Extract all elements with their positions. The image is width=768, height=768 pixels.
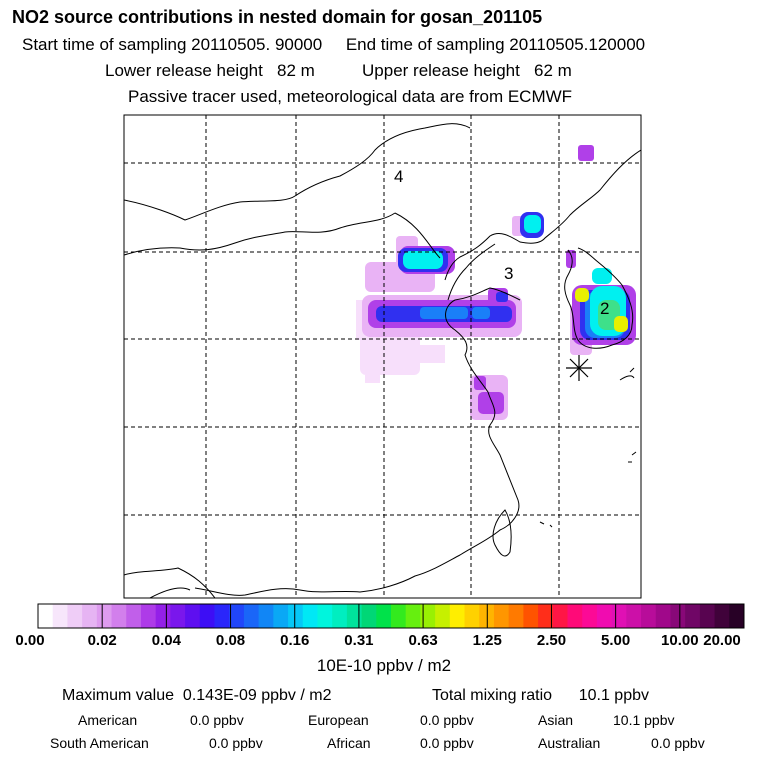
chart-title: NO2 source contributions in nested domai… [12, 7, 543, 27]
colorbar-cell [332, 604, 348, 628]
colorbar-cell [464, 604, 480, 628]
colorbar-cell [126, 604, 142, 628]
colorbar-cell [685, 604, 701, 628]
colorbar-tick-label: 5.00 [601, 632, 631, 649]
colorbar-cell [626, 604, 642, 628]
colorbar-tick-label: 20.00 [703, 632, 741, 649]
colorbar-cell [405, 604, 421, 628]
colorbar-cell [376, 604, 392, 628]
colorbar-cell [317, 604, 333, 628]
colorbar-tick-label: 0.08 [215, 632, 246, 649]
colorbar-cell [699, 604, 716, 628]
colorbar-cell [420, 604, 436, 628]
grid [124, 115, 641, 598]
colorbar [37, 603, 745, 629]
colorbar-cell [185, 604, 201, 628]
colorbar-cell [655, 604, 671, 628]
colorbar-cell [258, 604, 274, 628]
source-value-south-american: 0.0 ppbv [209, 735, 263, 751]
colorbar-cell [229, 604, 245, 628]
colorbar-cell [38, 604, 54, 628]
colorbar-cell [288, 604, 304, 628]
colorbar-cell [729, 604, 745, 628]
source-name-european: European [308, 712, 369, 728]
release-height-line: Lower release height 82 m Upper release … [105, 61, 572, 80]
sampling-time-line: Start time of sampling 20110505. 90000 E… [22, 35, 646, 54]
colorbar-tick-label: 0.31 [344, 632, 374, 649]
colorbar-cell [170, 604, 186, 628]
colorbar-tick-label: 0.16 [280, 632, 310, 649]
colorbar-cell [714, 604, 730, 628]
colorbar-cell [538, 604, 554, 628]
colorbar-cell [155, 604, 171, 628]
colorbar-cell [96, 604, 113, 628]
plume-yellow [575, 288, 628, 332]
colorbar-cell [493, 604, 510, 628]
tracer-info-line: Passive tracer used, meteorological data… [128, 87, 573, 106]
colorbar-cell [52, 604, 68, 628]
region-label-3: 3 [504, 264, 513, 283]
source-value-african: 0.0 ppbv [420, 735, 474, 751]
colorbar-cell [82, 604, 98, 628]
source-value-asian: 10.1 ppbv [613, 712, 675, 728]
colorbar-cell [552, 604, 568, 628]
source-value-australian: 0.0 ppbv [651, 735, 705, 751]
colorbar-cell [214, 604, 230, 628]
colorbar-tick-label: 0.00 [15, 632, 45, 649]
region-label-4: 4 [394, 167, 403, 186]
colorbar-tick-label: 0.04 [151, 632, 181, 649]
colorbar-tick-label: 0.02 [87, 632, 117, 649]
colorbar-tick-label: 0.63 [408, 632, 438, 649]
region-label-2: 2 [600, 299, 609, 318]
colorbar-cell [596, 604, 613, 628]
colorbar-cell [273, 604, 289, 628]
source-name-asian: Asian [538, 712, 574, 728]
colorbar-cell [111, 604, 127, 628]
source-value-european: 0.0 ppbv [420, 712, 474, 728]
colorbar-cell [670, 604, 686, 628]
source-name-australian: Australian [538, 735, 601, 751]
colorbar-cell [302, 604, 318, 628]
colorbar-cell [508, 604, 524, 628]
source-value-american: 0.0 ppbv [190, 712, 244, 728]
colorbar-cell [523, 604, 539, 628]
colorbar-cell [67, 604, 83, 628]
max-value: Maximum value 0.143E-09 ppbv / m2 [62, 687, 332, 704]
colorbar-cell [611, 604, 627, 628]
colorbar-cell [391, 604, 407, 628]
coastlines [124, 123, 641, 596]
colorbar-cell [449, 604, 466, 628]
colorbar-cell [641, 604, 657, 628]
colorbar-tick-label: 10.00 [661, 632, 699, 649]
colorbar-cell [199, 604, 215, 628]
colorbar-cell [435, 604, 451, 628]
receptor-marker [566, 355, 592, 381]
colorbar-unit: 10E-10 ppbv / m2 [316, 656, 452, 675]
colorbar-cell [361, 604, 377, 628]
source-name-african: African [327, 735, 371, 751]
source-name-american: American [78, 712, 138, 728]
colorbar-cell [346, 604, 363, 628]
colorbar-cell [243, 604, 260, 628]
source-name-south-american: South American [50, 735, 149, 751]
colorbar-cell [582, 604, 598, 628]
colorbar-tick-label: 1.25 [472, 632, 502, 649]
colorbar-frame [37, 603, 745, 629]
colorbar-cell [140, 604, 157, 628]
colorbar-tick-label: 2.50 [536, 632, 567, 649]
colorbar-cell [567, 604, 583, 628]
plume-layer [356, 145, 636, 420]
total-mixing-ratio: Total mixing ratio 10.1 ppbv [432, 687, 649, 704]
